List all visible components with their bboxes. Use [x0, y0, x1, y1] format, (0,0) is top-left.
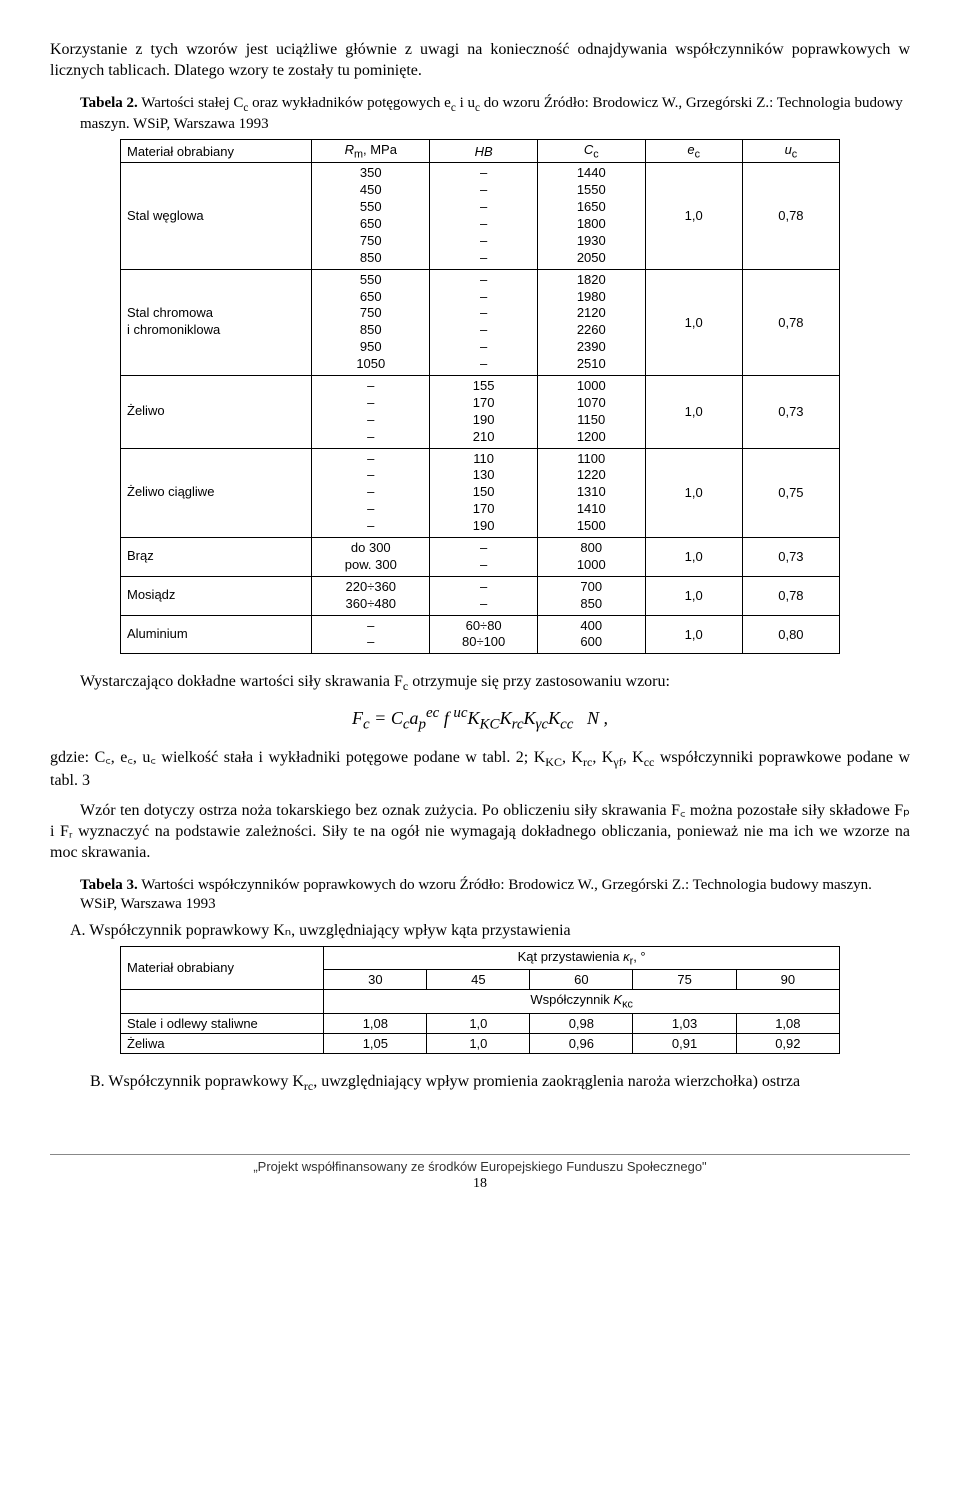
intro-paragraph: Korzystanie z tych wzorów jest uciążliwe… — [50, 40, 910, 82]
mid-paragraph-2: gdzie: C꜀, e꜀, u꜀ wielkość stała i wykła… — [50, 748, 910, 792]
table-a: Materiał obrabianyKąt przystawienia κr, … — [120, 946, 840, 1054]
section-a: A. Współczynnik poprawkowy Kₙ, uwzględni… — [70, 921, 910, 942]
mid-paragraph-1: Wystarczająco dokładne wartości siły skr… — [50, 672, 910, 695]
section-b: B. Współczynnik poprawkowy Krc, uwzględn… — [90, 1072, 910, 1095]
mid-paragraph-3: Wzór ten dotyczy ostrza noża tokarskiego… — [50, 801, 910, 863]
footer-text: „Projekt współfinansowany ze środków Eur… — [50, 1159, 910, 1174]
table3-caption: Tabela 3. Wartości współczynników popraw… — [80, 876, 910, 915]
page-number: 18 — [50, 1176, 910, 1192]
table2-caption: Tabela 2. Wartości stałej Cc oraz wykład… — [80, 94, 910, 135]
formula: Fc = Ccapec f ucKKCKrcKγcKcc N , — [50, 705, 910, 734]
table-2: Materiał obrabianyRm, MPaHBCcecucStal wę… — [120, 139, 840, 655]
